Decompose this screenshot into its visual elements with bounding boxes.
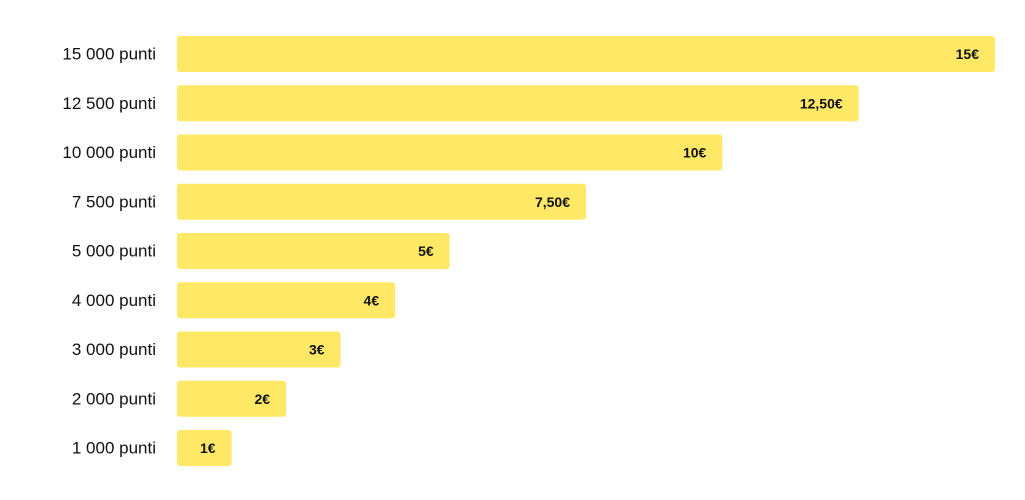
value-label: 5€: [418, 243, 434, 259]
bar: [177, 282, 396, 319]
bar: [177, 430, 232, 466]
category-label: 15 000 punti: [62, 45, 156, 64]
value-label: 12,50€: [800, 95, 843, 111]
bar: [177, 183, 586, 220]
value-label: 1€: [200, 440, 216, 456]
bars: [177, 36, 995, 466]
bar: [177, 36, 995, 72]
value-label: 4€: [364, 292, 380, 308]
category-label: 3 000 punti: [72, 340, 156, 359]
category-label: 12 500 punti: [62, 94, 156, 113]
category-label: 5 000 punti: [72, 242, 156, 261]
value-labels: 15€ 12,50€ 10€ 7,50€ 5€ 4€ 3€ 2€ 1€: [200, 46, 979, 456]
category-label: 4 000 punti: [72, 291, 156, 310]
category-label: 7 500 punti: [72, 192, 156, 211]
value-label: 7,50€: [535, 194, 570, 210]
category-label: 10 000 punti: [62, 143, 156, 162]
category-label: 1 000 punti: [72, 439, 156, 458]
value-label: 10€: [683, 145, 707, 161]
category-label: 2 000 punti: [72, 389, 156, 408]
bar: [177, 331, 341, 368]
bar: [177, 380, 287, 417]
value-label: 2€: [254, 391, 270, 407]
bar: [177, 134, 723, 171]
bar: [177, 233, 450, 269]
value-label: 3€: [309, 342, 325, 358]
category-labels: 15 000 punti 12 500 punti 10 000 punti 7 50…: [62, 45, 156, 458]
value-label: 15€: [956, 46, 980, 62]
bar: [177, 85, 859, 122]
